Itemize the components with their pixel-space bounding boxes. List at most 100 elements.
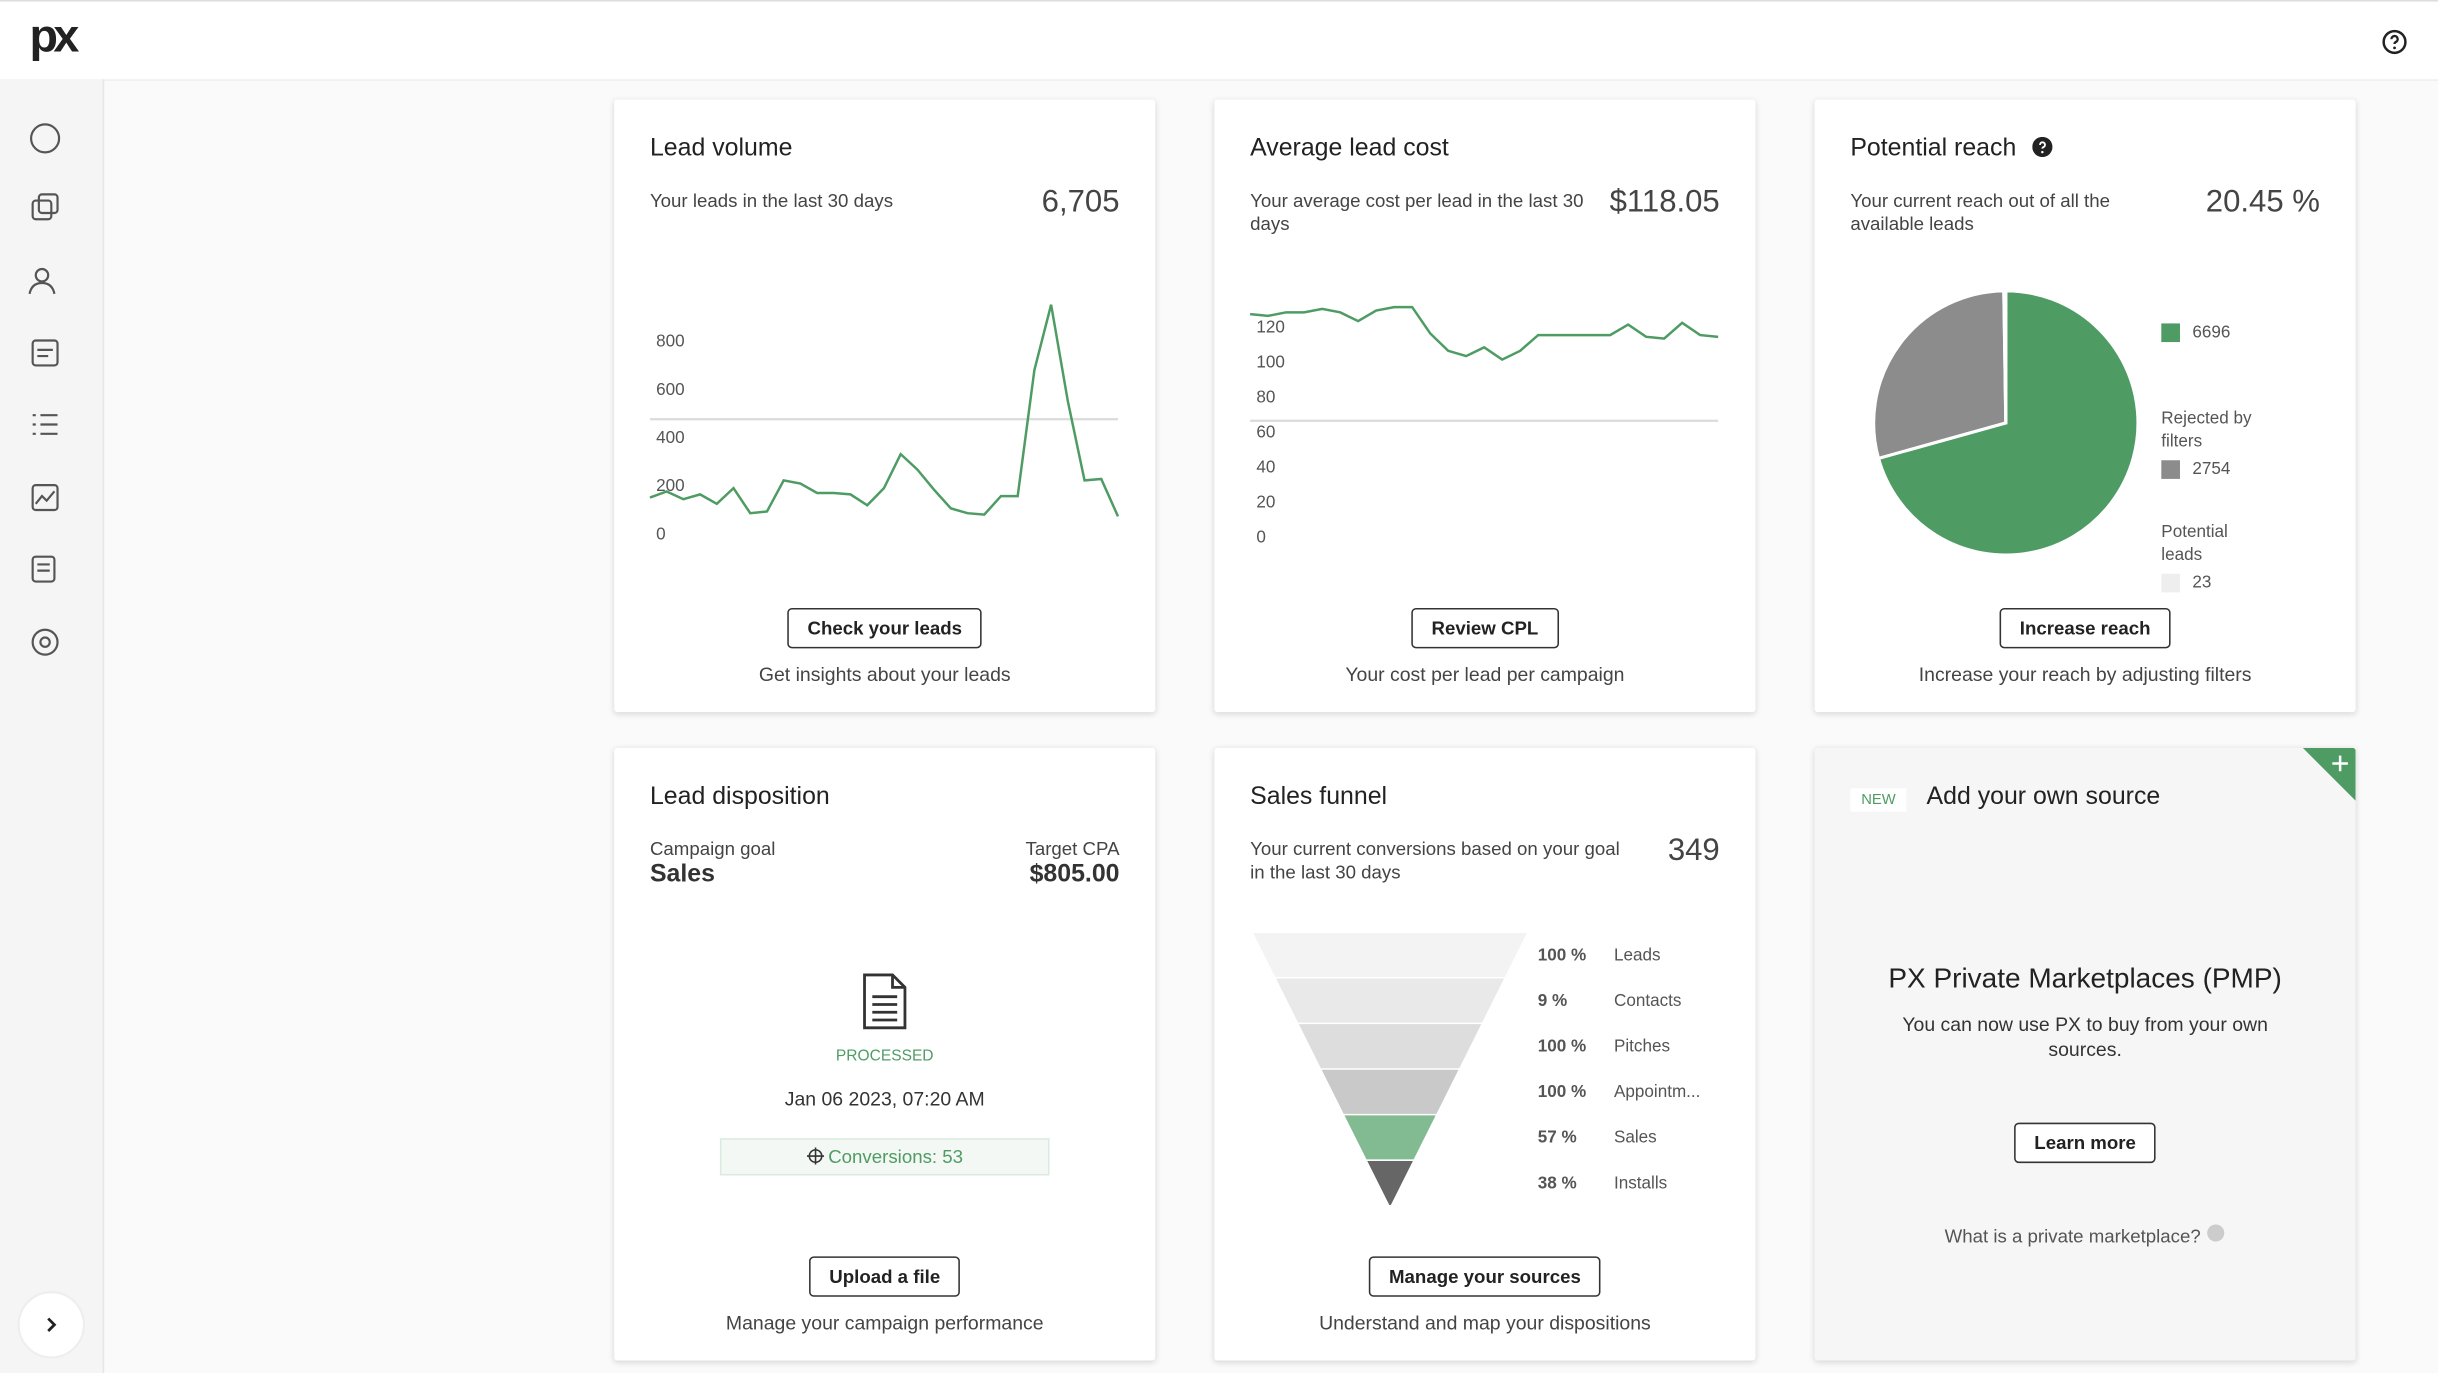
card-footer: Your cost per lead per campaign	[1345, 663, 1625, 686]
card-title: Potential reach	[1850, 135, 2053, 163]
y-tick-label: 120	[1256, 318, 1285, 337]
new-badge: NEW	[1850, 788, 1907, 812]
y-tick-label: 40	[1256, 458, 1275, 477]
funnel-value: 100 %	[1538, 945, 1586, 964]
y-tick-label: 80	[1256, 388, 1275, 407]
card-footer: Get insights about your leads	[758, 663, 1011, 686]
y-tick-label: 100	[1256, 353, 1285, 372]
legend-swatch	[2161, 573, 2180, 593]
forms-icon[interactable]	[31, 339, 59, 367]
funnel-value: 100 %	[1538, 1082, 1586, 1101]
legend-value: 6696	[2192, 322, 2230, 341]
average-lead-cost-card: Average lead cost Your average cost per …	[1214, 99, 1756, 713]
legend-value: 2754	[2192, 459, 2230, 478]
campaigns-icon[interactable]	[31, 199, 53, 221]
list-icon[interactable]	[32, 414, 58, 435]
y-tick-label: 800	[656, 332, 685, 351]
funnel-label: Sales	[1614, 1128, 1657, 1147]
card-title: Sales funnel	[1250, 783, 1388, 811]
funnel-label: Pitches	[1614, 1036, 1670, 1055]
billing-icon[interactable]	[31, 555, 56, 583]
card-title: Average lead cost	[1250, 135, 1449, 162]
document-icon	[863, 973, 907, 1030]
lead-disposition-card: Lead disposition Campaign goal Sales Tar…	[614, 747, 1156, 1361]
button[interactable]: Learn more	[2014, 1122, 2157, 1164]
legend-value: 23	[2192, 573, 2211, 592]
button[interactable]: Review CPL	[1411, 607, 1559, 649]
card-total: 349	[1667, 833, 1720, 868]
pie-slice	[2002, 289, 2008, 423]
funnel-value: 38 %	[1538, 1173, 1577, 1192]
reports-icon[interactable]	[31, 484, 59, 512]
card-title: Add your own source	[1926, 783, 2161, 811]
cpa: $805.00	[1029, 861, 1120, 888]
goal-label: Campaign goal	[649, 838, 776, 860]
potential-reach-card: Potential reach Your current reach out o…	[1814, 99, 2356, 713]
card-subtitle: Your average cost per lead in the last 3…	[1250, 189, 1584, 235]
pmp-text: You can now use PX to buy from your own …	[1902, 1013, 2268, 1061]
y-tick-label: 0	[656, 524, 666, 543]
line-chart: 0 200 400 600 800	[649, 304, 1120, 543]
settings-icon[interactable]	[31, 628, 59, 656]
legend-label: Rejected by filters	[2161, 408, 2252, 450]
card-total: 20.45 %	[2205, 185, 2320, 220]
lead-volume-card: Lead volume Your leads in the last 30 da…	[614, 99, 1156, 713]
title-text: Potential reach	[1850, 135, 2017, 162]
funnel-value: 9 %	[1538, 991, 1567, 1010]
conversions-text: Conversions: 53	[828, 1145, 964, 1168]
expand-button[interactable]	[17, 1291, 86, 1359]
target-icon	[806, 1147, 824, 1165]
header: px	[0, 0, 2438, 81]
button[interactable]: Increase reach	[1999, 607, 2171, 649]
funnel-segment	[1344, 1115, 1436, 1160]
goal: Sales	[649, 861, 715, 888]
button[interactable]: Manage your sources	[1368, 1256, 1602, 1297]
card-footer: Increase your reach by adjusting filters	[1918, 663, 2252, 686]
sidebar	[0, 79, 105, 1373]
funnel-value: 100 %	[1538, 1036, 1586, 1055]
corner-add[interactable]	[2302, 747, 2356, 801]
legend-label: Potential leads	[2161, 521, 2228, 563]
dashboard-icon[interactable]	[30, 123, 61, 154]
funnel-segment	[1367, 1160, 1413, 1206]
card-subtitle: Your current reach out of all the availa…	[1850, 189, 2110, 235]
card-subtitle: Your current conversions based on your g…	[1250, 838, 1620, 884]
y-tick-label: 600	[656, 380, 685, 399]
y-tick-label: 20	[1256, 493, 1275, 512]
pie-chart: 6696 Rejected by filters 2754 Potential leads…	[1872, 289, 2252, 593]
card-subtitle: Your leads in the last 30 days	[649, 189, 894, 212]
funnel-label: Installs	[1614, 1173, 1667, 1192]
button[interactable]: Check your leads	[787, 607, 983, 649]
pmp-heading: PX Private Marketplaces (PMP)	[1888, 962, 2282, 994]
button[interactable]: Upload a file	[809, 1256, 961, 1297]
help-icon[interactable]	[2379, 26, 2410, 57]
y-tick-label: 400	[656, 428, 685, 447]
line-series	[1250, 305, 1719, 362]
line-series	[649, 304, 1120, 517]
funnel-segment	[1276, 978, 1505, 1023]
funnel-label: Leads	[1614, 945, 1661, 964]
funnel-label: Contacts	[1614, 991, 1681, 1010]
logo[interactable]: px	[29, 10, 80, 63]
pie-slice	[1876, 289, 2140, 557]
sales-funnel-card: Sales funnel Your current conversions ba…	[1214, 747, 1756, 1361]
add-source-card: NEW Add your own source PX Private Marke…	[1814, 747, 2356, 1361]
card-total: 6,705	[1041, 185, 1120, 220]
pmp-link[interactable]: What is a private marketplace?	[1815, 1224, 2356, 1247]
info-icon	[2207, 1224, 2225, 1242]
card-title: Lead volume	[649, 135, 793, 162]
y-tick-label: 0	[1256, 528, 1266, 547]
funnel-segment	[1321, 1069, 1459, 1114]
link-text[interactable]: What is a private marketplace?	[1944, 1225, 2201, 1248]
line-chart: 0 20 40 60 80 100 120	[1250, 305, 1719, 547]
users-icon[interactable]	[34, 267, 50, 283]
info-icon[interactable]	[2032, 136, 2053, 158]
card-title: Lead disposition	[649, 783, 830, 811]
funnel-value: 57 %	[1538, 1128, 1577, 1147]
conversions: Conversions: 53	[719, 1138, 1050, 1176]
status: PROCESSED	[835, 1048, 934, 1066]
card-footer: Understand and map your dispositions	[1319, 1312, 1651, 1335]
funnel-chart: 100 % Leads 9 % Contacts 100 % Pitches 100 % Ap…	[1253, 932, 1700, 1206]
